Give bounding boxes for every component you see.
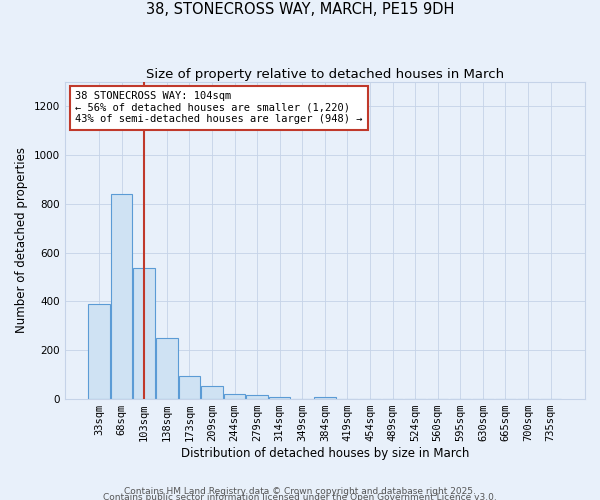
Bar [111, 194, 133, 399]
Bar [156, 338, 178, 399]
Bar [179, 376, 200, 399]
Bar [269, 396, 290, 399]
Bar [133, 268, 155, 399]
Bar [201, 386, 223, 399]
Bar [314, 396, 335, 399]
Text: Contains public sector information licensed under the Open Government Licence v3: Contains public sector information licen… [103, 492, 497, 500]
Y-axis label: Number of detached properties: Number of detached properties [15, 148, 28, 334]
Bar [88, 304, 110, 399]
Text: 38 STONECROSS WAY: 104sqm
← 56% of detached houses are smaller (1,220)
43% of se: 38 STONECROSS WAY: 104sqm ← 56% of detac… [75, 91, 362, 124]
Title: Size of property relative to detached houses in March: Size of property relative to detached ho… [146, 68, 504, 80]
X-axis label: Distribution of detached houses by size in March: Distribution of detached houses by size … [181, 447, 469, 460]
Text: Contains HM Land Registry data © Crown copyright and database right 2025.: Contains HM Land Registry data © Crown c… [124, 487, 476, 496]
Bar [224, 394, 245, 399]
Text: 38, STONECROSS WAY, MARCH, PE15 9DH: 38, STONECROSS WAY, MARCH, PE15 9DH [146, 2, 454, 18]
Bar [247, 396, 268, 399]
